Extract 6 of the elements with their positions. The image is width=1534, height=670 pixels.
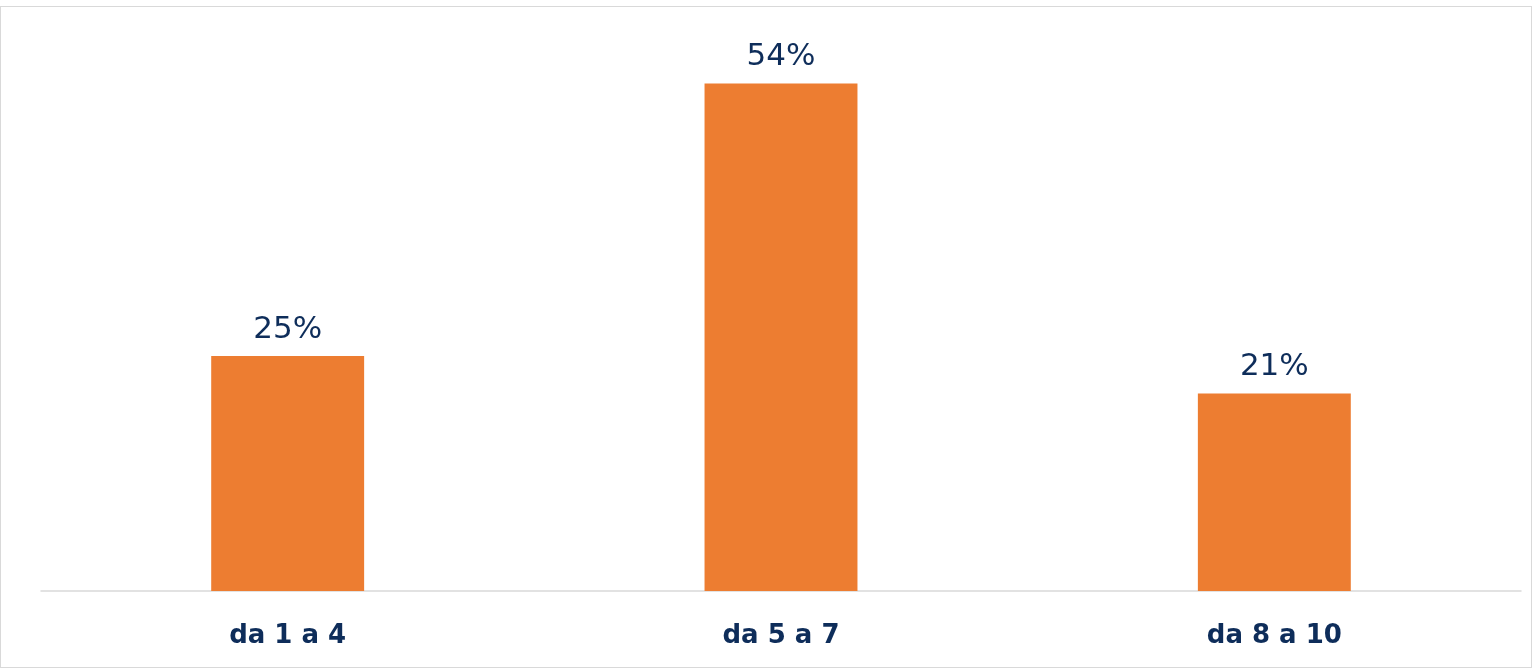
data-label: 21% (1239, 346, 1309, 383)
x-tick-label: da 8 a 10 (1206, 619, 1342, 649)
x-tick-label: da 1 a 4 (229, 619, 347, 649)
data-label: 25% (253, 308, 323, 345)
data-label: 54% (746, 35, 816, 72)
x-tick-label: da 5 a 7 (722, 619, 840, 649)
